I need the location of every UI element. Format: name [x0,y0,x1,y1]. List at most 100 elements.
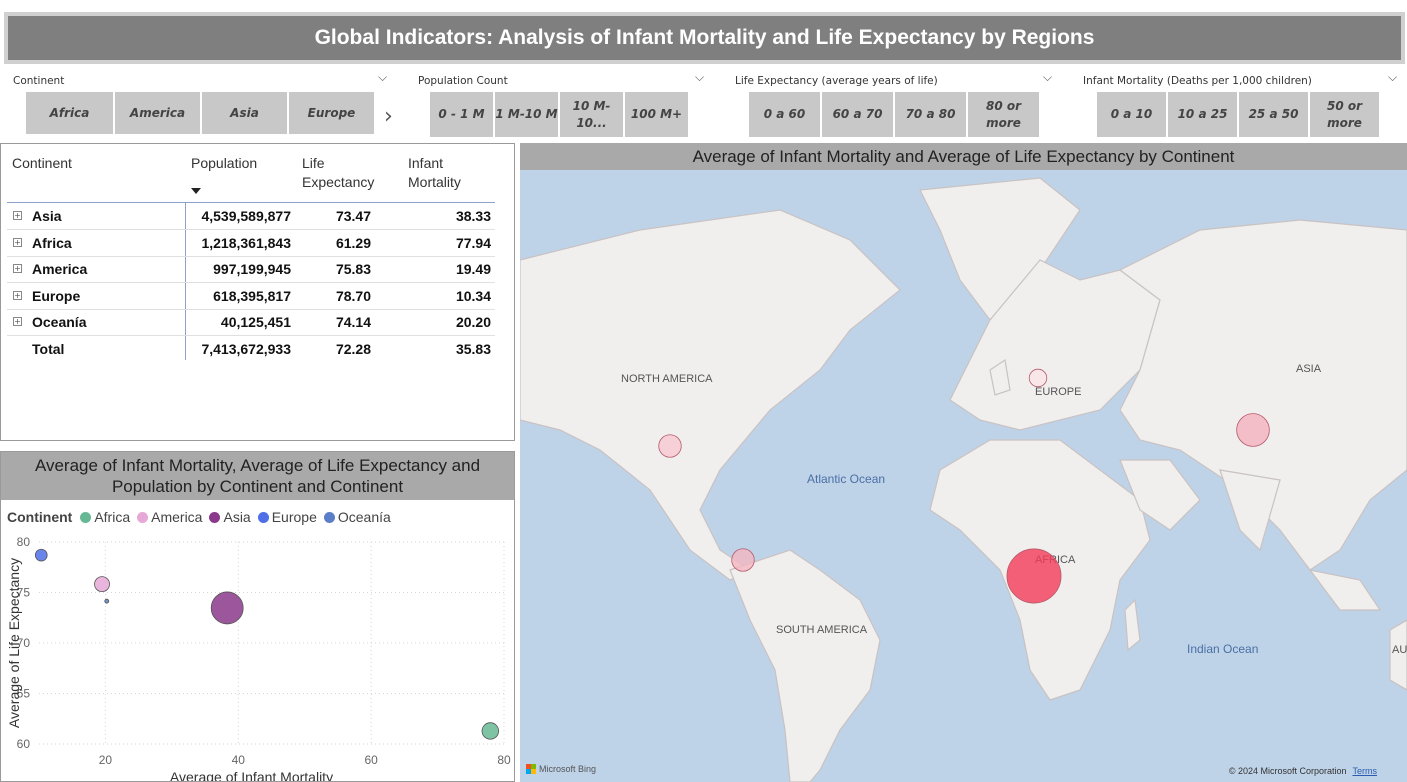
y-tick-label: 80 [17,535,31,549]
cell-life-expectancy: 74.14 [335,314,371,330]
cell-infant-mortality: 35.83 [455,340,491,357]
legend-item-europe[interactable]: Europe [257,509,317,525]
expand-icon[interactable]: + [13,317,22,326]
scatter-point-oceana[interactable] [104,598,110,604]
table-row[interactable]: + America 997,199,945 75.83 19.49 [1,256,516,282]
map-bubble-north-america[interactable] [658,434,682,458]
header-life-expectancy[interactable]: Life Expectancy [302,155,375,190]
chevron-down-icon[interactable]: ⌵ [378,70,388,84]
continent-option-europe[interactable]: Europe [289,92,374,134]
map-bubble-europe[interactable] [1028,368,1048,388]
continent-slicer: Continent ⌵ Africa America Asia Europe › [0,70,400,138]
chevron-down-icon[interactable]: ⌵ [1043,70,1053,84]
expand-icon[interactable]: + [13,290,22,300]
header-divider [7,202,495,203]
world-map[interactable]: NORTH AMERICA EUROPE ASIA AFRICA SOUTH A… [520,170,1407,782]
header-infant-mortality[interactable]: Infant Mortality [408,155,461,190]
legend-dot-asia [209,511,221,523]
infant-mortality-slicer: Infant Mortality (Deaths per 1,000 child… [1083,70,1401,138]
header-continent[interactable]: Continent [12,155,72,171]
map-title: Average of Infant Mortality and Average … [520,143,1407,170]
cell-infant-mortality: 20.20 [455,314,491,330]
map-label-asia: ASIA [1296,363,1322,375]
table-header: Continent Population Life Expectancy Inf… [1,144,516,204]
map-bubble-asia[interactable] [1236,413,1270,447]
population-option-10m-100m[interactable]: 10 M-10... [560,92,623,137]
cell-population: 40,125,451 [220,314,291,330]
continent-option-asia[interactable]: Asia [202,92,287,134]
y-tick-label: 60 [17,737,31,751]
scatter-point-america[interactable] [94,576,110,593]
row-divider [7,255,495,257]
chart-legend: Continent Africa America Asia Europe Oce… [7,509,398,525]
legend-dot-europe [257,511,269,523]
table-row[interactable]: + Europe 618,395,817 78.70 10.34 [1,283,516,309]
infant-option-10-25[interactable]: 10 a 25 [1168,92,1237,137]
expand-icon[interactable]: + [13,237,22,247]
population-option-0-1m[interactable]: 0 - 1 M [430,92,493,137]
legend-label-oceania: Oceanía [337,509,391,525]
cell-life-expectancy: 78.70 [335,287,371,304]
legend-label-asia: Asia [223,509,251,525]
legend-item-africa[interactable]: Africa [80,509,130,525]
infant-option-25-50[interactable]: 25 a 50 [1239,92,1308,137]
life-option-70-80[interactable]: 70 a 80 [895,92,966,137]
cell-population: 997,199,945 [213,261,291,277]
table-row[interactable]: + Asia 4,539,589,877 73.47 38.33 [1,203,516,229]
chevron-right-icon[interactable]: › [384,104,393,129]
infant-option-0-10[interactable]: 0 a 10 [1097,92,1166,137]
scatter-point-europe[interactable] [34,548,48,562]
cell-continent: Oceanía [32,314,87,330]
x-tick-label: 40 [232,753,246,767]
continent-option-america[interactable]: America [115,92,200,134]
dashboard-title-bar: Global Indicators: Analysis of Infant Mo… [4,12,1405,64]
map-bubble-south-america[interactable] [731,548,755,572]
bing-label: Microsoft Bing [539,764,597,774]
table-row[interactable]: + Africa 1,218,361,843 61.29 77.94 [1,230,516,256]
map-label-australia: AU [1392,644,1407,656]
population-option-1m-10m[interactable]: 1 M-10 M [495,92,558,137]
scatter-chart-panel: Average of Infant Mortality, Average of … [0,451,515,782]
chevron-down-icon[interactable]: ⌵ [1388,70,1398,84]
population-option-100m-plus[interactable]: 100 M+ [625,92,688,137]
sort-descending-icon[interactable] [191,188,201,194]
life-option-80-plus[interactable]: 80 or more [968,92,1039,137]
scatter-chart-title: Average of Infant Mortality, Average of … [1,452,514,500]
map-copyright: © 2024 Microsoft Corporation Terms [1229,766,1377,776]
terms-link[interactable]: Terms [1352,766,1378,776]
cell-continent: Europe [32,287,81,304]
expand-icon[interactable]: + [13,211,22,220]
life-expectancy-slicer-label: Life Expectancy (average years of life) [735,75,938,87]
expand-icon[interactable]: + [13,264,22,273]
table-total-row[interactable]: Total 7,413,672,933 72.28 35.83 [1,336,516,362]
legend-item-oceania[interactable]: Oceanía [323,509,391,525]
row-divider [7,308,495,310]
map-label-south-america: SOUTH AMERICA [776,624,868,636]
chevron-down-icon[interactable]: ⌵ [695,70,705,84]
life-option-60-70[interactable]: 60 a 70 [822,92,893,137]
y-tick-label: 70 [17,636,31,650]
x-tick-label: 60 [364,753,378,767]
legend-dot-africa [80,511,92,523]
legend-label-america: America [151,509,203,525]
infant-option-50-plus[interactable]: 50 or more [1310,92,1379,137]
map-bubble-africa[interactable] [1006,548,1062,604]
scatter-point-africa[interactable] [481,722,500,740]
cell-continent: Total [32,340,65,357]
cell-infant-mortality: 19.49 [455,261,491,277]
continent-matrix-table: Continent Population Life Expectancy Inf… [0,143,515,441]
legend-label-africa: Africa [94,509,131,525]
header-population[interactable]: Population [191,155,258,171]
map-bubble-layer [658,368,1270,604]
row-divider [7,282,495,283]
legend-item-america[interactable]: America [137,509,202,525]
microsoft-logo-icon [526,764,536,774]
row-divider [7,335,495,336]
life-option-0-60[interactable]: 0 a 60 [749,92,820,137]
continent-option-africa[interactable]: Africa [26,92,113,134]
table-row[interactable]: + Oceanía 40,125,451 74.14 20.20 [1,309,516,335]
scatter-point-asia[interactable] [210,591,244,625]
legend-item-asia[interactable]: Asia [209,509,251,525]
cell-continent: Asia [32,208,62,224]
